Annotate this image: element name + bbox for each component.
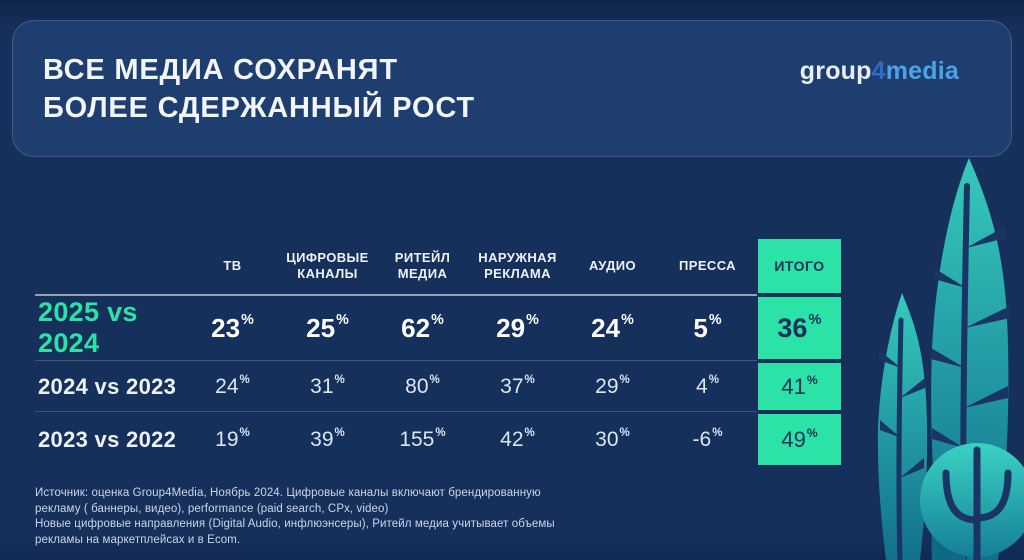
percent-sign: %: [429, 374, 440, 387]
value-number: 24: [591, 312, 621, 343]
percent-sign: %: [806, 425, 818, 440]
logo-part-4: 4: [871, 57, 886, 85]
cell-total-value: 41%: [758, 363, 841, 410]
footnote-line: Новые цифровые направления (Digital Audi…: [35, 518, 555, 531]
source-footnote: Источник: оценка Group4Media, Ноябрь 202…: [35, 486, 555, 548]
percent-sign: %: [524, 427, 535, 440]
footnote-line: рекламу ( баннеры, видео), performance (…: [35, 502, 389, 515]
value-number: 29: [595, 374, 619, 398]
value-number: 31: [310, 374, 334, 398]
title-card: ВСЕ МЕДИА СОХРАНЯТ БОЛЕЕ СДЕРЖАННЫЙ РОСТ…: [12, 20, 1012, 157]
percent-sign: %: [619, 374, 630, 387]
cell-value: 155%: [375, 412, 470, 467]
col-header-outdoor: НАРУЖНАЯ РЕКЛАМА: [478, 250, 557, 281]
footnote-line: Источник: оценка Group4Media, Ноябрь 202…: [35, 487, 541, 499]
percent-sign: %: [435, 427, 446, 440]
cell-value: 24%: [185, 361, 280, 412]
percent-sign: %: [708, 312, 722, 329]
percent-sign: %: [239, 374, 250, 387]
value-number: -6: [692, 427, 712, 451]
footnote-line: рекламы на маркетплейсах и в Ecom.: [35, 533, 241, 546]
cell-value: 5%: [660, 295, 755, 361]
cell-value: 30%: [565, 412, 660, 467]
cell-value: 39%: [280, 412, 375, 467]
percent-sign: %: [336, 312, 349, 329]
percent-sign: %: [334, 374, 345, 387]
row-separator: [35, 411, 757, 412]
group4media-logo: group4media: [800, 57, 959, 86]
col-header-press: ПРЕССА: [679, 258, 736, 274]
trees-illustration-icon: [877, 158, 1024, 560]
header-underline: [35, 294, 757, 296]
media-growth-table: ТВ ЦИФРОВЫЕ КАНАЛЫ РИТЕЙЛ МЕДИА НАРУЖНАЯ…: [35, 237, 845, 467]
col-header-retail-media: РИТЕЙЛ МЕДИА: [394, 250, 451, 281]
value-number: 36: [777, 312, 808, 343]
percent-sign: %: [808, 311, 822, 328]
value-number: 41: [781, 373, 806, 399]
percent-sign: %: [431, 312, 444, 329]
cell-value: 37%: [470, 361, 565, 412]
row-separator: [35, 360, 757, 361]
percent-sign: %: [806, 372, 818, 387]
percent-sign: %: [334, 427, 345, 440]
value-number: 19: [215, 427, 239, 451]
bush-icon: [920, 443, 1024, 560]
value-number: 155: [399, 427, 435, 451]
value-number: 24: [215, 374, 239, 398]
value-number: 23: [211, 312, 241, 343]
percent-sign: %: [712, 427, 723, 440]
percent-sign: %: [239, 427, 250, 440]
cell-value: 29%: [470, 295, 565, 361]
row-label: 2024 vs 2023: [38, 373, 177, 399]
page-title: ВСЕ МЕДИА СОХРАНЯТ БОЛЕЕ СДЕРЖАННЫЙ РОСТ: [43, 52, 475, 127]
table-row-2025-vs-2024: 2025 vs 2024 23% 25% 62% 29% 24% 5% 36%: [35, 295, 845, 361]
value-number: 42: [500, 427, 524, 451]
page-title-line1: ВСЕ МЕДИА СОХРАНЯТ: [43, 54, 398, 86]
value-number: 30: [595, 427, 619, 451]
cell-value: 25%: [280, 295, 375, 361]
value-number: 37: [500, 374, 524, 398]
logo-part-media: media: [885, 57, 959, 85]
cell-value: 19%: [185, 412, 280, 467]
cell-value: 31%: [280, 361, 375, 412]
value-number: 39: [310, 427, 334, 451]
value-number: 62: [401, 312, 431, 343]
percent-sign: %: [241, 312, 254, 329]
col-header-audio: АУДИО: [588, 258, 637, 274]
value-number: 25: [306, 312, 336, 343]
value-number: 80: [405, 374, 429, 398]
percent-sign: %: [524, 374, 535, 387]
cell-value: 29%: [565, 361, 660, 412]
col-header-digital: ЦИФРОВЫЕ КАНАЛЫ: [286, 250, 369, 281]
corner-cell: [35, 237, 185, 295]
row-label: 2025 vs 2024: [38, 297, 138, 358]
value-number: 49: [781, 426, 806, 452]
cell-total-value: 49%: [758, 414, 841, 465]
percent-sign: %: [526, 312, 539, 329]
row-label: 2023 vs 2022: [38, 426, 177, 452]
value-number: 29: [496, 312, 526, 343]
cell-value: 24%: [565, 295, 660, 361]
cell-value: 4%: [660, 361, 755, 412]
value-number: 4: [696, 374, 708, 398]
small-tree-icon: [877, 293, 928, 560]
cell-value: 80%: [375, 361, 470, 412]
table-header-row: ТВ ЦИФРОВЫЕ КАНАЛЫ РИТЕЙЛ МЕДИА НАРУЖНАЯ…: [35, 237, 845, 295]
cell-value: -6%: [660, 412, 755, 467]
col-header-total: ИТОГО: [758, 239, 841, 293]
cell-total-value: 36%: [758, 297, 841, 359]
percent-sign: %: [619, 427, 630, 440]
table-row-2024-vs-2023: 2024 vs 2023 24% 31% 80% 37% 29% 4% 41%: [35, 361, 845, 412]
cell-value: 23%: [185, 295, 280, 361]
logo-part-group: group: [799, 57, 872, 85]
percent-sign: %: [621, 312, 634, 329]
page-title-line2: БОЛЕЕ СДЕРЖАННЫЙ РОСТ: [43, 91, 475, 124]
percent-sign: %: [708, 374, 719, 387]
cell-value: 42%: [470, 412, 565, 467]
table-row-2023-vs-2022: 2023 vs 2022 19% 39% 155% 42% 30% -6% 49…: [35, 412, 845, 467]
col-header-tv: ТВ: [223, 258, 242, 274]
cell-value: 62%: [375, 295, 470, 361]
value-number: 5: [693, 312, 708, 343]
